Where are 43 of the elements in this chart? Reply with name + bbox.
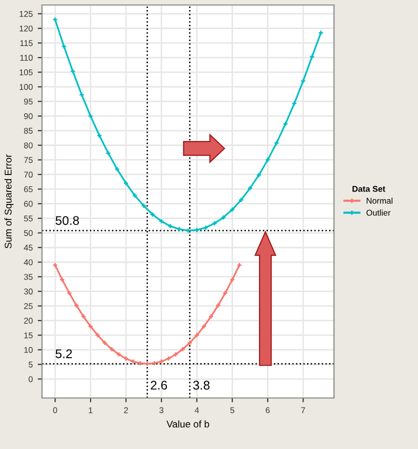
y-tick-label: 105 [20, 69, 33, 76]
y-tick-label: 55 [24, 216, 33, 222]
legend-label: Normal [366, 198, 392, 204]
ref-line-label: 2.6 [150, 380, 167, 390]
x-tick-label: 4 [194, 407, 199, 414]
ref-line-label: 50.8 [56, 216, 79, 225]
y-tick-label: 100 [20, 84, 33, 90]
y-tick-label: 25 [24, 303, 33, 310]
y-tick-label: 90 [24, 113, 33, 120]
x-axis-title: Value of b [166, 420, 210, 428]
y-tick-label: 65 [24, 186, 33, 192]
y-tick-label: 95 [24, 98, 33, 105]
x-tick-label: 2 [124, 407, 128, 414]
y-tick-label: 120 [20, 26, 33, 32]
ref-line-label: 5.2 [56, 349, 72, 358]
y-tick-label: 20 [24, 318, 33, 324]
x-tick-label: 1 [88, 407, 92, 414]
y-tick-label: 75 [24, 157, 33, 163]
x-tick-label: 7 [301, 407, 306, 414]
y-tick-label: 80 [24, 142, 33, 148]
x-tick-label: 3 [159, 407, 164, 414]
y-tick-label: 50 [24, 230, 33, 236]
y-tick-label: 10 [24, 346, 33, 353]
x-tick-label: 5 [230, 407, 234, 414]
y-tick-label: 110 [20, 54, 33, 61]
y-tick-label: 70 [24, 172, 33, 178]
ref-line-label: 3.8 [193, 380, 210, 390]
y-tick-label: 85 [24, 128, 33, 134]
x-tick-label: 0 [53, 407, 58, 414]
y-tick-label: 35 [24, 274, 33, 280]
legend-label: Outlier [366, 210, 390, 216]
y-tick-label: 30 [24, 288, 33, 294]
y-tick-label: 0 [28, 376, 33, 382]
legend-title: Data Set [352, 186, 386, 192]
y-tick-label: 5 [28, 362, 33, 368]
y-tick-label: 115 [20, 40, 33, 46]
y-tick-label: 125 [20, 10, 33, 17]
y-tick-label: 15 [24, 332, 33, 338]
y-tick-label: 60 [24, 200, 33, 207]
x-tick-label: 6 [266, 407, 270, 414]
y-tick-label: 40 [24, 259, 33, 266]
y-tick-label: 45 [24, 244, 33, 251]
y-axis-title: Sum of Squared Error [4, 154, 14, 248]
